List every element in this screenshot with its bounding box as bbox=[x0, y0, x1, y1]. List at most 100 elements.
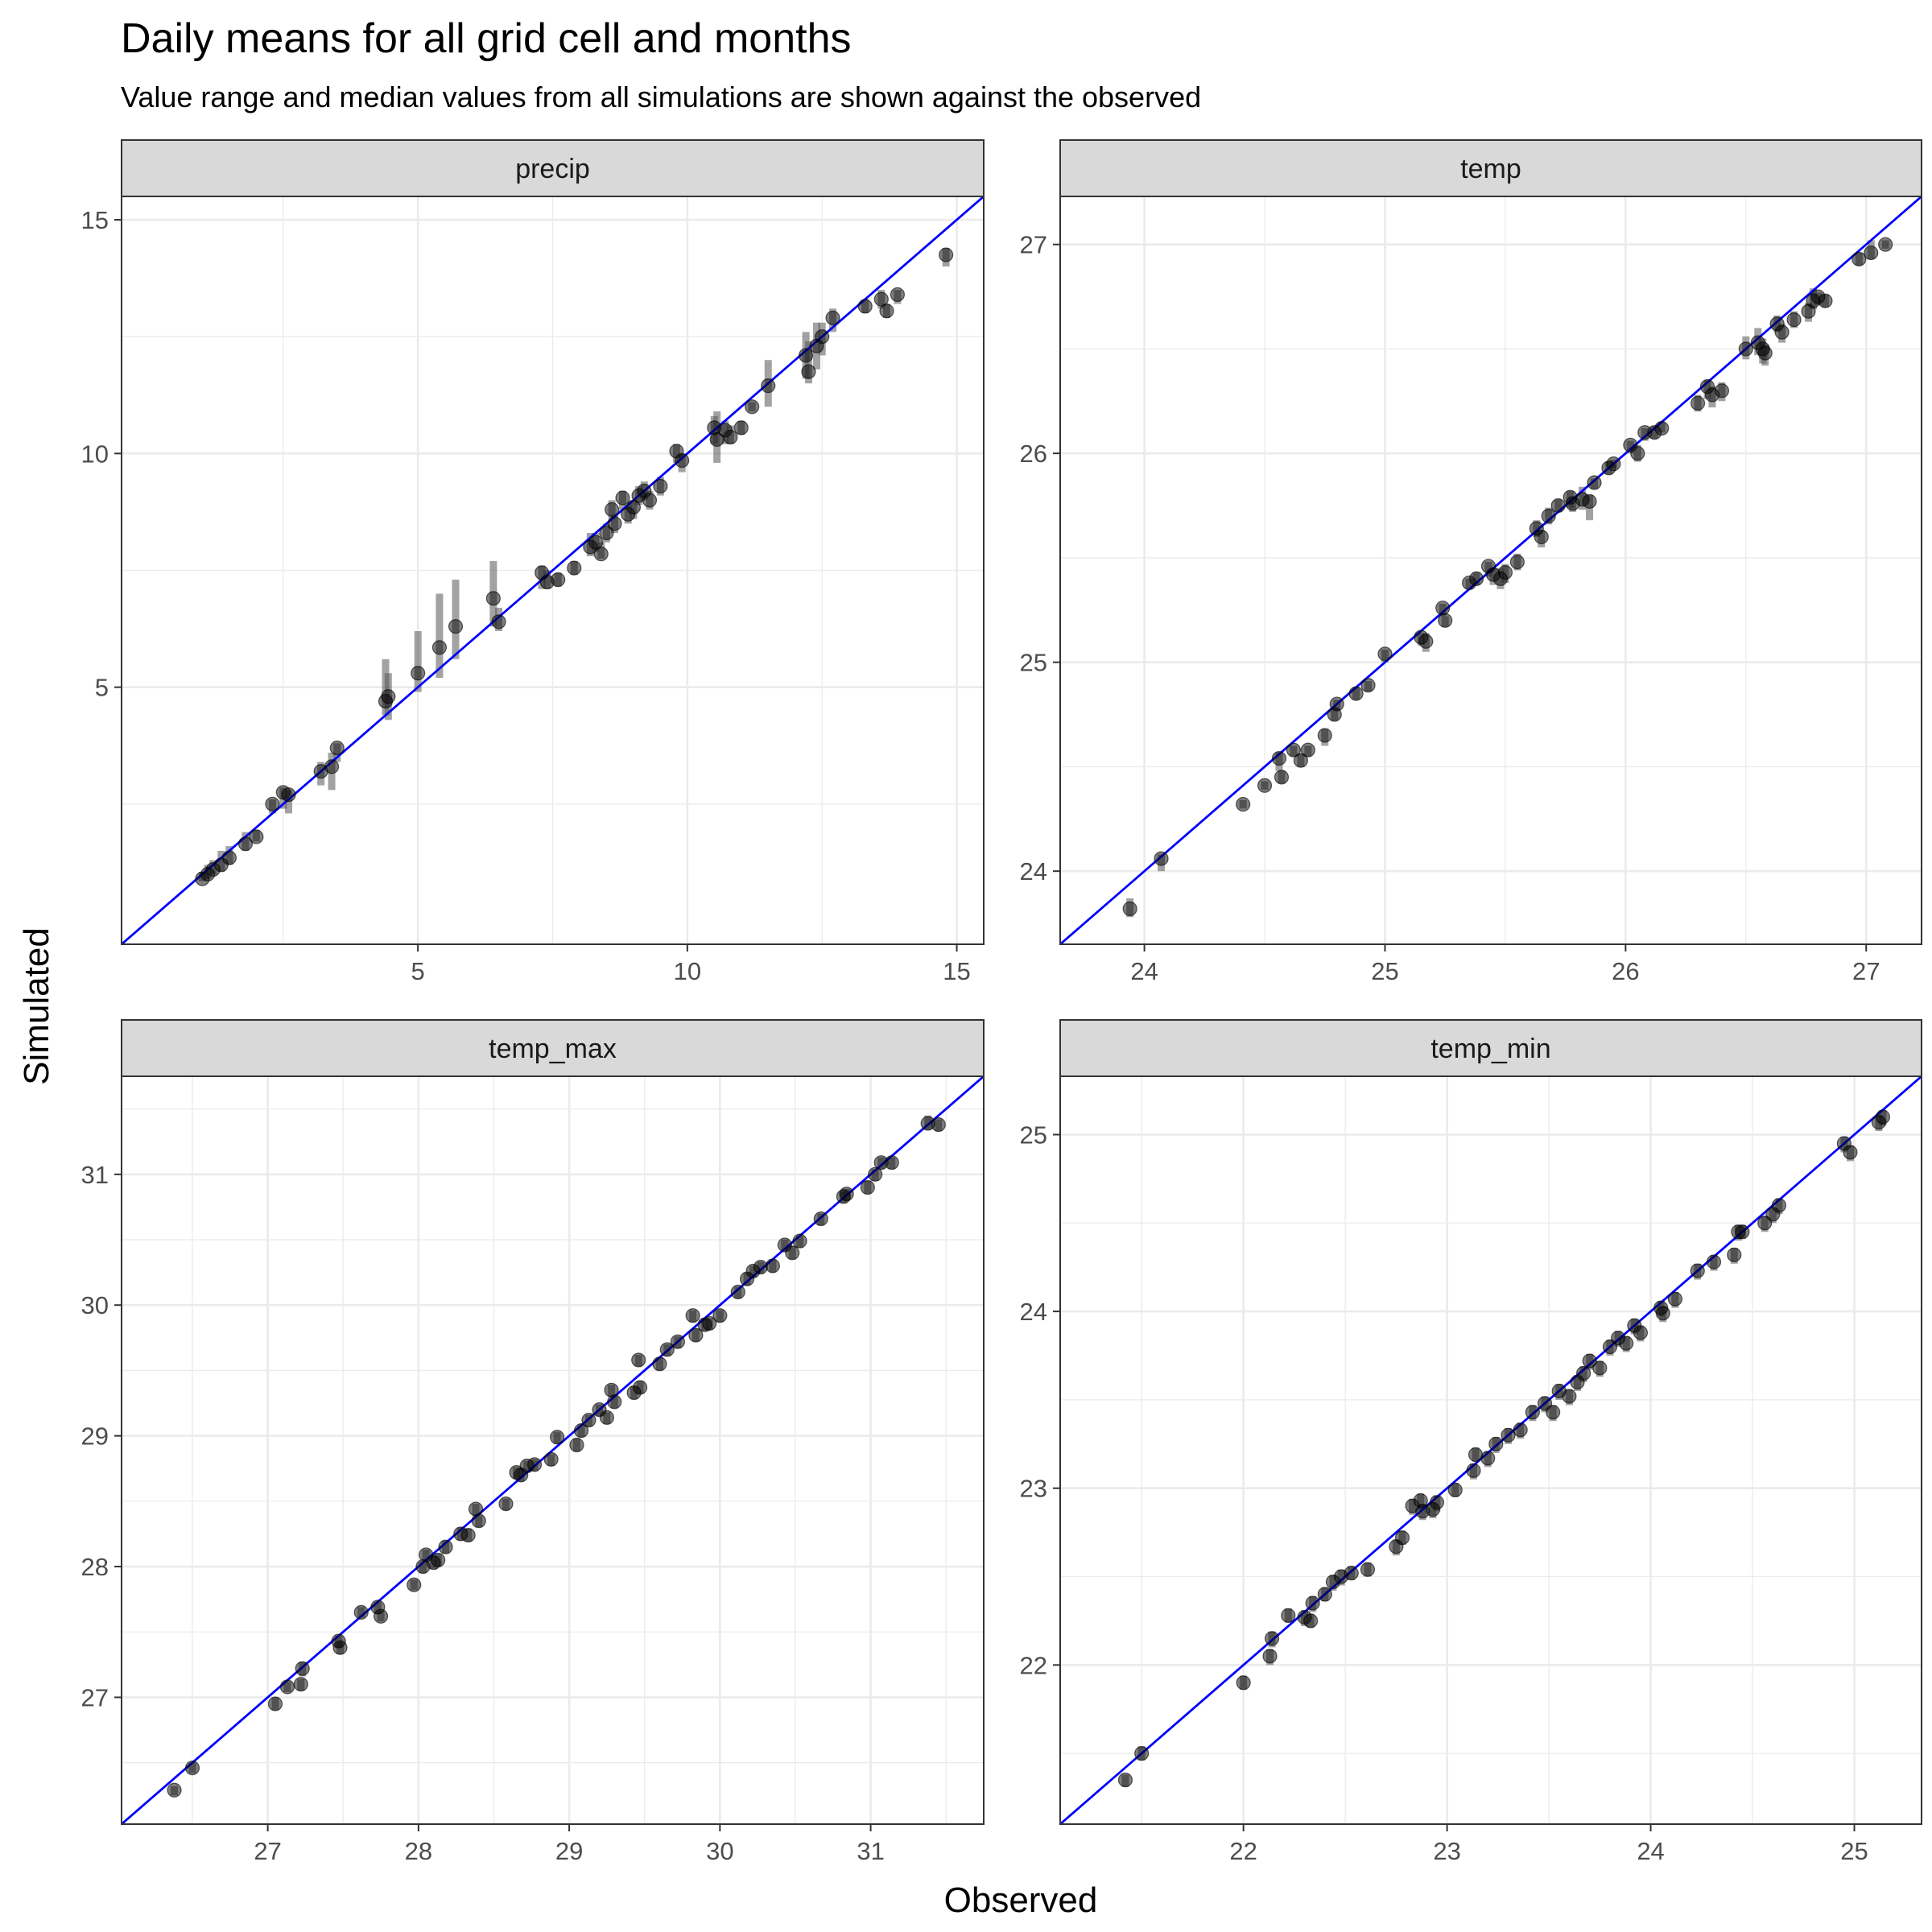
data-point bbox=[765, 1258, 780, 1274]
y-tick-label: 25 bbox=[1020, 1121, 1047, 1149]
y-tick-label: 25 bbox=[1020, 649, 1047, 677]
facet-strip bbox=[121, 1019, 985, 1077]
data-point bbox=[1480, 1451, 1496, 1466]
data-point bbox=[675, 452, 690, 469]
data-point bbox=[551, 572, 566, 588]
x-tick-label: 22 bbox=[1229, 1837, 1257, 1865]
data-point bbox=[607, 516, 622, 531]
data-point bbox=[1293, 753, 1308, 768]
chart-subtitle: Value range and median values from all s… bbox=[121, 80, 1202, 114]
data-point bbox=[688, 1327, 704, 1343]
data-point bbox=[1582, 1353, 1597, 1368]
data-point bbox=[839, 1187, 854, 1202]
data-point bbox=[1468, 571, 1484, 586]
data-point bbox=[879, 303, 894, 319]
identity-line bbox=[122, 196, 984, 944]
data-point bbox=[329, 741, 345, 756]
data-point bbox=[685, 1308, 700, 1323]
data-point bbox=[281, 787, 296, 803]
data-point bbox=[1305, 1596, 1320, 1611]
data-point bbox=[1541, 508, 1556, 524]
data-point bbox=[332, 1640, 348, 1655]
data-layer bbox=[122, 1076, 984, 1824]
data-point bbox=[407, 1577, 422, 1592]
data-point bbox=[1236, 797, 1251, 812]
data-point bbox=[485, 591, 501, 606]
data-point bbox=[569, 1437, 584, 1453]
data-point bbox=[599, 1410, 615, 1425]
panel-border bbox=[121, 196, 985, 945]
data-point bbox=[1438, 613, 1453, 628]
data-point bbox=[1757, 345, 1773, 361]
data-point bbox=[1154, 851, 1169, 866]
facet-strip-label: temp_min bbox=[1430, 1034, 1550, 1064]
data-point bbox=[631, 1352, 646, 1368]
data-point bbox=[1274, 770, 1290, 785]
data-point bbox=[1509, 555, 1525, 570]
y-tick-label: 27 bbox=[81, 1683, 109, 1711]
data-point bbox=[1534, 529, 1549, 545]
data-point bbox=[543, 1451, 559, 1467]
y-tick-label: 29 bbox=[81, 1422, 109, 1451]
data-point bbox=[801, 364, 816, 379]
data-point bbox=[825, 310, 840, 326]
data-point bbox=[1501, 1427, 1516, 1443]
data-point bbox=[723, 429, 738, 445]
data-point bbox=[1122, 901, 1137, 916]
data-point bbox=[1575, 1365, 1591, 1381]
data-point bbox=[593, 547, 609, 562]
data-point bbox=[1525, 1405, 1540, 1420]
y-tick-label: 26 bbox=[1020, 440, 1047, 468]
y-tick-label: 10 bbox=[81, 440, 109, 468]
data-point bbox=[411, 666, 426, 681]
x-tick-label: 29 bbox=[555, 1837, 583, 1865]
data-point bbox=[1587, 475, 1602, 490]
data-point bbox=[607, 1394, 622, 1410]
data-point bbox=[1497, 564, 1513, 580]
x-tick-label: 10 bbox=[674, 957, 701, 985]
panel-temp-max: temp_max 27 28 29 30 31 27 28 29 30 31 bbox=[81, 1019, 985, 1865]
facet-strip bbox=[1059, 139, 1922, 197]
data-point bbox=[1546, 1405, 1561, 1420]
data-point bbox=[1329, 696, 1344, 712]
data-point bbox=[931, 1117, 946, 1133]
data-point bbox=[792, 1233, 807, 1249]
data-point bbox=[884, 1155, 899, 1170]
data-point bbox=[249, 829, 264, 844]
data-point bbox=[184, 1761, 200, 1776]
data-point bbox=[860, 1179, 875, 1195]
data-point bbox=[1468, 1447, 1484, 1463]
panel-temp: temp 24 25 26 27 24 25 26 27 bbox=[1020, 139, 1922, 985]
data-point bbox=[1271, 750, 1287, 766]
data-point bbox=[1134, 1746, 1150, 1761]
data-point bbox=[498, 1496, 514, 1512]
data-point bbox=[1875, 1109, 1891, 1125]
data-point bbox=[1690, 1263, 1705, 1278]
facet-strip-label: temp_max bbox=[489, 1034, 617, 1064]
data-point bbox=[1852, 251, 1867, 266]
data-point bbox=[939, 247, 954, 262]
data-point bbox=[1303, 1613, 1319, 1629]
data-point bbox=[1262, 1649, 1278, 1664]
data-point bbox=[730, 1284, 745, 1300]
data-point bbox=[438, 1539, 453, 1554]
data-point bbox=[670, 1334, 686, 1349]
y-tick-label: 24 bbox=[1020, 1298, 1047, 1326]
data-point bbox=[1447, 1482, 1463, 1498]
panel-temp-min: temp_min 22 23 24 25 22 23 24 25 bbox=[1020, 1019, 1922, 1865]
data-point bbox=[167, 1782, 182, 1798]
data-point bbox=[1843, 1145, 1858, 1160]
data-point bbox=[868, 1166, 883, 1182]
data-point bbox=[1377, 646, 1393, 662]
data-point bbox=[1360, 678, 1376, 693]
data-point bbox=[1771, 1198, 1787, 1213]
data-point bbox=[813, 1211, 828, 1227]
y-tick-label: 31 bbox=[81, 1161, 109, 1189]
x-tick-label: 24 bbox=[1130, 957, 1158, 985]
data-point bbox=[799, 348, 814, 363]
facet-strip bbox=[121, 139, 985, 197]
data-point bbox=[1488, 1436, 1504, 1451]
data-point bbox=[1630, 446, 1645, 461]
data-point bbox=[599, 525, 614, 541]
data-point bbox=[702, 1315, 717, 1331]
